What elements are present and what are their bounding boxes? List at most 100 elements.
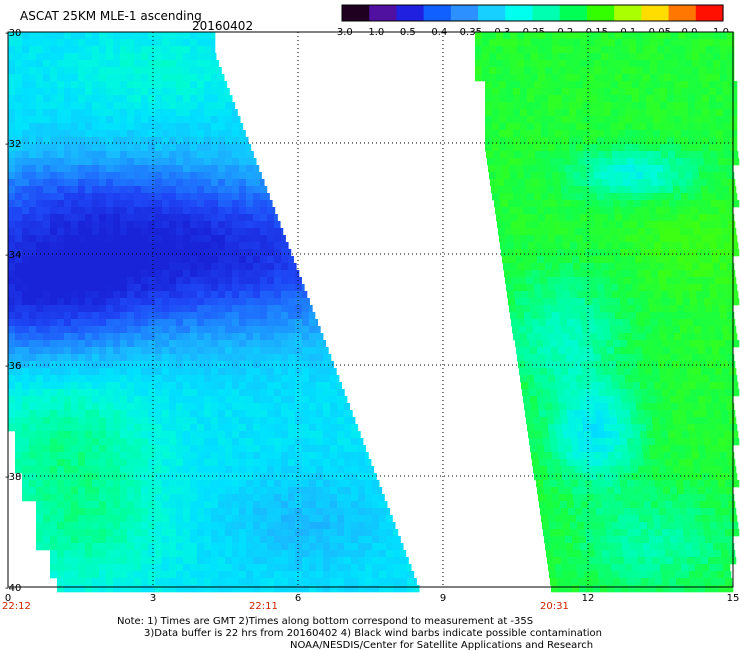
data-cell	[547, 326, 555, 334]
data-cell	[57, 221, 65, 229]
data-cell	[707, 319, 715, 327]
data-cell	[543, 298, 551, 306]
data-cell	[274, 417, 282, 425]
data-cell	[344, 431, 352, 439]
data-cell	[211, 368, 219, 376]
data-cell	[232, 403, 240, 411]
data-cell	[686, 319, 694, 327]
data-cell	[316, 326, 321, 334]
data-cell	[323, 382, 331, 390]
data-cell	[183, 116, 191, 124]
data-cell	[681, 137, 689, 145]
data-cell	[211, 137, 219, 145]
data-cell	[239, 522, 247, 530]
data-cell	[99, 137, 107, 145]
data-cell	[71, 578, 79, 586]
data-cell	[506, 95, 514, 103]
data-cell	[127, 396, 135, 404]
data-cell	[120, 102, 128, 110]
data-cell	[155, 410, 163, 418]
data-cell	[57, 60, 65, 68]
data-cell	[57, 403, 65, 411]
data-cell	[316, 585, 324, 593]
data-cell	[57, 515, 65, 523]
data-cell	[162, 277, 170, 285]
data-cell	[664, 214, 672, 222]
data-cell	[22, 487, 30, 495]
data-cell	[148, 410, 156, 418]
data-cell	[155, 95, 163, 103]
data-cell	[8, 410, 16, 418]
data-cell	[697, 249, 705, 257]
data-cell	[723, 88, 731, 96]
data-cell	[351, 564, 359, 572]
data-cell	[127, 53, 135, 61]
data-cell	[629, 46, 637, 54]
data-cell	[218, 235, 226, 243]
data-cell	[211, 326, 219, 334]
data-cell	[587, 53, 595, 61]
data-cell	[337, 396, 345, 404]
data-cell	[597, 116, 605, 124]
data-cell	[239, 193, 247, 201]
data-cell	[232, 417, 240, 425]
data-cell	[127, 242, 135, 250]
data-cell	[565, 305, 573, 313]
data-cell	[141, 186, 149, 194]
data-cell	[113, 445, 121, 453]
data-cell	[190, 319, 198, 327]
data-cell	[64, 459, 72, 467]
data-cell	[485, 123, 493, 131]
data-cell	[211, 256, 219, 264]
data-cell	[246, 291, 254, 299]
data-cell	[288, 431, 296, 439]
data-cell	[239, 179, 247, 187]
data-cell	[281, 494, 289, 502]
data-cell	[316, 368, 324, 376]
data-cell	[43, 256, 51, 264]
data-cell	[113, 417, 121, 425]
data-cell	[602, 221, 610, 229]
data-cell	[580, 74, 588, 82]
data-cell	[218, 578, 226, 586]
data-cell	[64, 60, 72, 68]
data-cell	[316, 564, 324, 572]
data-cell	[365, 494, 373, 502]
data-cell	[274, 466, 282, 474]
data-cell	[176, 431, 184, 439]
data-cell	[169, 74, 177, 82]
data-cell	[246, 571, 254, 579]
data-cell	[653, 137, 661, 145]
data-cell	[302, 298, 310, 306]
data-cell	[225, 487, 233, 495]
data-cell	[568, 326, 576, 334]
data-cell	[134, 557, 142, 565]
data-cell	[637, 270, 645, 278]
data-cell	[680, 228, 688, 236]
data-cell	[693, 319, 701, 327]
data-cell	[99, 557, 107, 565]
data-cell	[50, 277, 58, 285]
data-cell	[204, 186, 212, 194]
data-cell	[723, 137, 731, 145]
data-cell	[636, 74, 644, 82]
data-cell	[559, 74, 567, 82]
data-cell	[15, 417, 23, 425]
data-cell	[681, 88, 689, 96]
data-cell	[15, 130, 23, 138]
data-cell	[541, 284, 549, 292]
data-cell	[22, 242, 30, 250]
data-cell	[597, 144, 605, 152]
data-cell	[274, 550, 282, 558]
data-cell	[475, 39, 483, 47]
data-cell	[288, 487, 296, 495]
data-cell	[302, 473, 310, 481]
data-cell	[22, 284, 30, 292]
data-cell	[267, 417, 275, 425]
data-cell	[316, 494, 324, 502]
data-cell	[225, 165, 233, 173]
data-cell	[689, 242, 697, 250]
data-cell	[625, 193, 633, 201]
data-cell	[85, 284, 93, 292]
data-cell	[683, 249, 691, 257]
